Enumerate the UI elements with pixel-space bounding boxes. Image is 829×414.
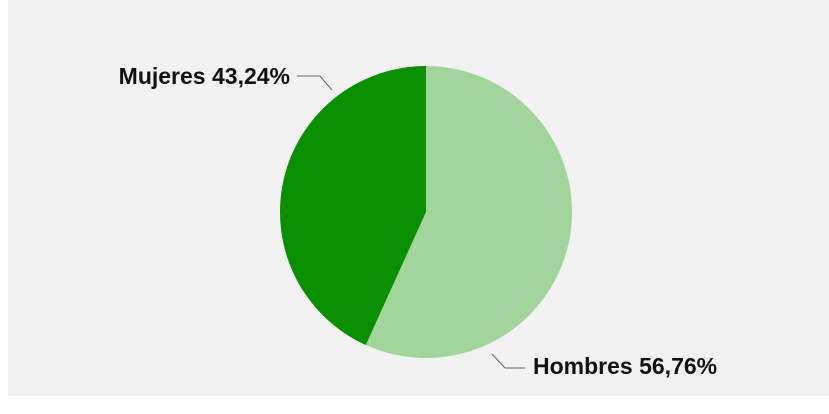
- value-label: 56,76%: [639, 353, 717, 379]
- pie-slice: [365, 66, 573, 358]
- category-label: Hombres: [533, 353, 633, 379]
- value-label: 43,24%: [212, 63, 290, 89]
- leader-line: [491, 353, 525, 369]
- slice-label: Mujeres 43,24%: [119, 63, 290, 89]
- pie-slice: [280, 65, 426, 346]
- slice-label: Hombres 56,76%: [533, 353, 717, 379]
- leader-line: [297, 75, 333, 91]
- category-label: Mujeres: [119, 63, 206, 89]
